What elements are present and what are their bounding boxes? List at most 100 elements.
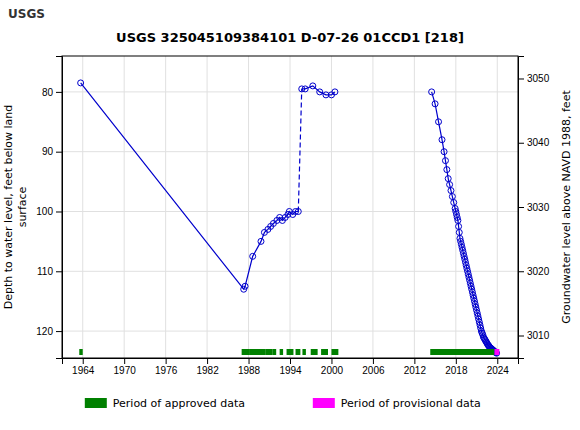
point — [78, 80, 84, 86]
period-bar — [321, 349, 328, 355]
point — [310, 83, 316, 89]
tick-mark — [456, 358, 457, 364]
tick-mark — [56, 92, 62, 93]
legend-swatch — [313, 398, 335, 408]
period-bar — [287, 349, 294, 355]
point — [250, 253, 256, 259]
tick: 90 — [42, 146, 62, 157]
line — [81, 83, 299, 289]
point — [456, 229, 462, 235]
axis-line — [63, 359, 519, 365]
grid-line-x — [372, 56, 373, 358]
tick: 2006 — [362, 358, 385, 376]
tick-mark — [124, 358, 125, 364]
grid-line-x — [248, 56, 249, 358]
period-bar — [79, 349, 82, 355]
tick-label: 2012 — [404, 365, 427, 376]
point — [442, 158, 448, 164]
tick-label: 80 — [42, 87, 54, 98]
point — [451, 200, 457, 206]
tick-label: 1994 — [279, 365, 302, 376]
grid — [62, 56, 518, 358]
tick: 2012 — [404, 358, 427, 376]
legend-label: Period of approved data — [113, 397, 245, 410]
point — [317, 89, 323, 95]
legend: Period of approved dataPeriod of provisi… — [85, 397, 481, 410]
tick-label: 2024 — [487, 365, 510, 376]
point — [439, 137, 445, 143]
tick-label: 2006 — [362, 365, 385, 376]
tick: 1970 — [114, 358, 137, 376]
tick-label: 3050 — [527, 73, 550, 84]
period-bar — [250, 349, 266, 355]
tick-mark — [166, 358, 167, 364]
tick-mark — [414, 358, 415, 364]
tick: 3040 — [518, 137, 550, 148]
period-bar — [311, 349, 318, 355]
y-axis: 8090100110120 — [36, 57, 62, 359]
tick-mark — [373, 358, 374, 364]
plot: 1964 1970 1976 1982 1988 1994 2000 2006 2012 2018… — [2, 56, 573, 410]
axis-line — [56, 57, 63, 359]
tick: 2024 — [487, 358, 510, 376]
tick: 2000 — [321, 358, 344, 376]
tick: 1994 — [279, 358, 302, 376]
period-bar — [296, 349, 301, 355]
tick-mark — [518, 143, 524, 144]
tick: 2018 — [445, 358, 468, 376]
tick: 3030 — [518, 202, 550, 213]
chart: USGSUSGS 325045109384101 D-07-26 01CCD1 … — [0, 0, 580, 430]
tick-label: 1964 — [72, 365, 95, 376]
tick-label: 2000 — [321, 365, 344, 376]
point — [429, 89, 435, 95]
period-bar — [273, 349, 276, 355]
tick-mark — [83, 358, 84, 364]
tick: 3020 — [518, 266, 550, 277]
tick: 3050 — [518, 73, 550, 84]
annotation: USGS — [8, 7, 45, 21]
tick: 100 — [36, 206, 62, 217]
tick-label: 1970 — [114, 365, 137, 376]
tick-label: 90 — [42, 146, 54, 157]
point — [444, 167, 450, 173]
tick-label: 3040 — [527, 137, 550, 148]
marks — [78, 80, 500, 356]
y2-axis-title: Groundwater level above NAVD 1988, feet — [560, 90, 573, 324]
period-bar — [242, 349, 250, 355]
tick-mark — [331, 358, 332, 364]
tick-mark — [56, 331, 62, 332]
point — [295, 208, 301, 214]
point — [436, 119, 442, 125]
grid-line-x — [82, 56, 83, 358]
point — [449, 194, 455, 200]
period-bar — [280, 349, 283, 355]
point — [432, 101, 438, 107]
tick: 3010 — [518, 330, 550, 341]
tick: 120 — [36, 326, 62, 337]
tick: 1982 — [196, 358, 219, 376]
tick-mark — [518, 336, 524, 337]
tick-label: 1988 — [238, 365, 261, 376]
point — [332, 89, 338, 95]
tick-mark — [249, 358, 250, 364]
period-bar — [331, 349, 338, 355]
tick: 80 — [42, 87, 62, 98]
tick-label: 100 — [36, 206, 53, 217]
tick-mark — [518, 271, 524, 272]
point — [448, 188, 454, 194]
tick-mark — [56, 211, 62, 212]
period-bar — [302, 349, 305, 355]
tick-label: 3020 — [527, 266, 550, 277]
tick-mark — [497, 358, 498, 364]
tick-mark — [207, 358, 208, 364]
line — [432, 92, 497, 353]
grid-line-x — [414, 56, 415, 358]
period-bar — [495, 349, 500, 355]
point — [456, 223, 462, 229]
tick-label: 3030 — [527, 202, 550, 213]
x-axis: 1964 1970 1976 1982 1988 1994 2000 2006 2012 2018… — [63, 358, 519, 376]
period-bar — [430, 349, 494, 355]
tick: 1976 — [155, 358, 178, 376]
grid-line-x — [331, 56, 332, 358]
grid-line-x — [497, 56, 498, 358]
